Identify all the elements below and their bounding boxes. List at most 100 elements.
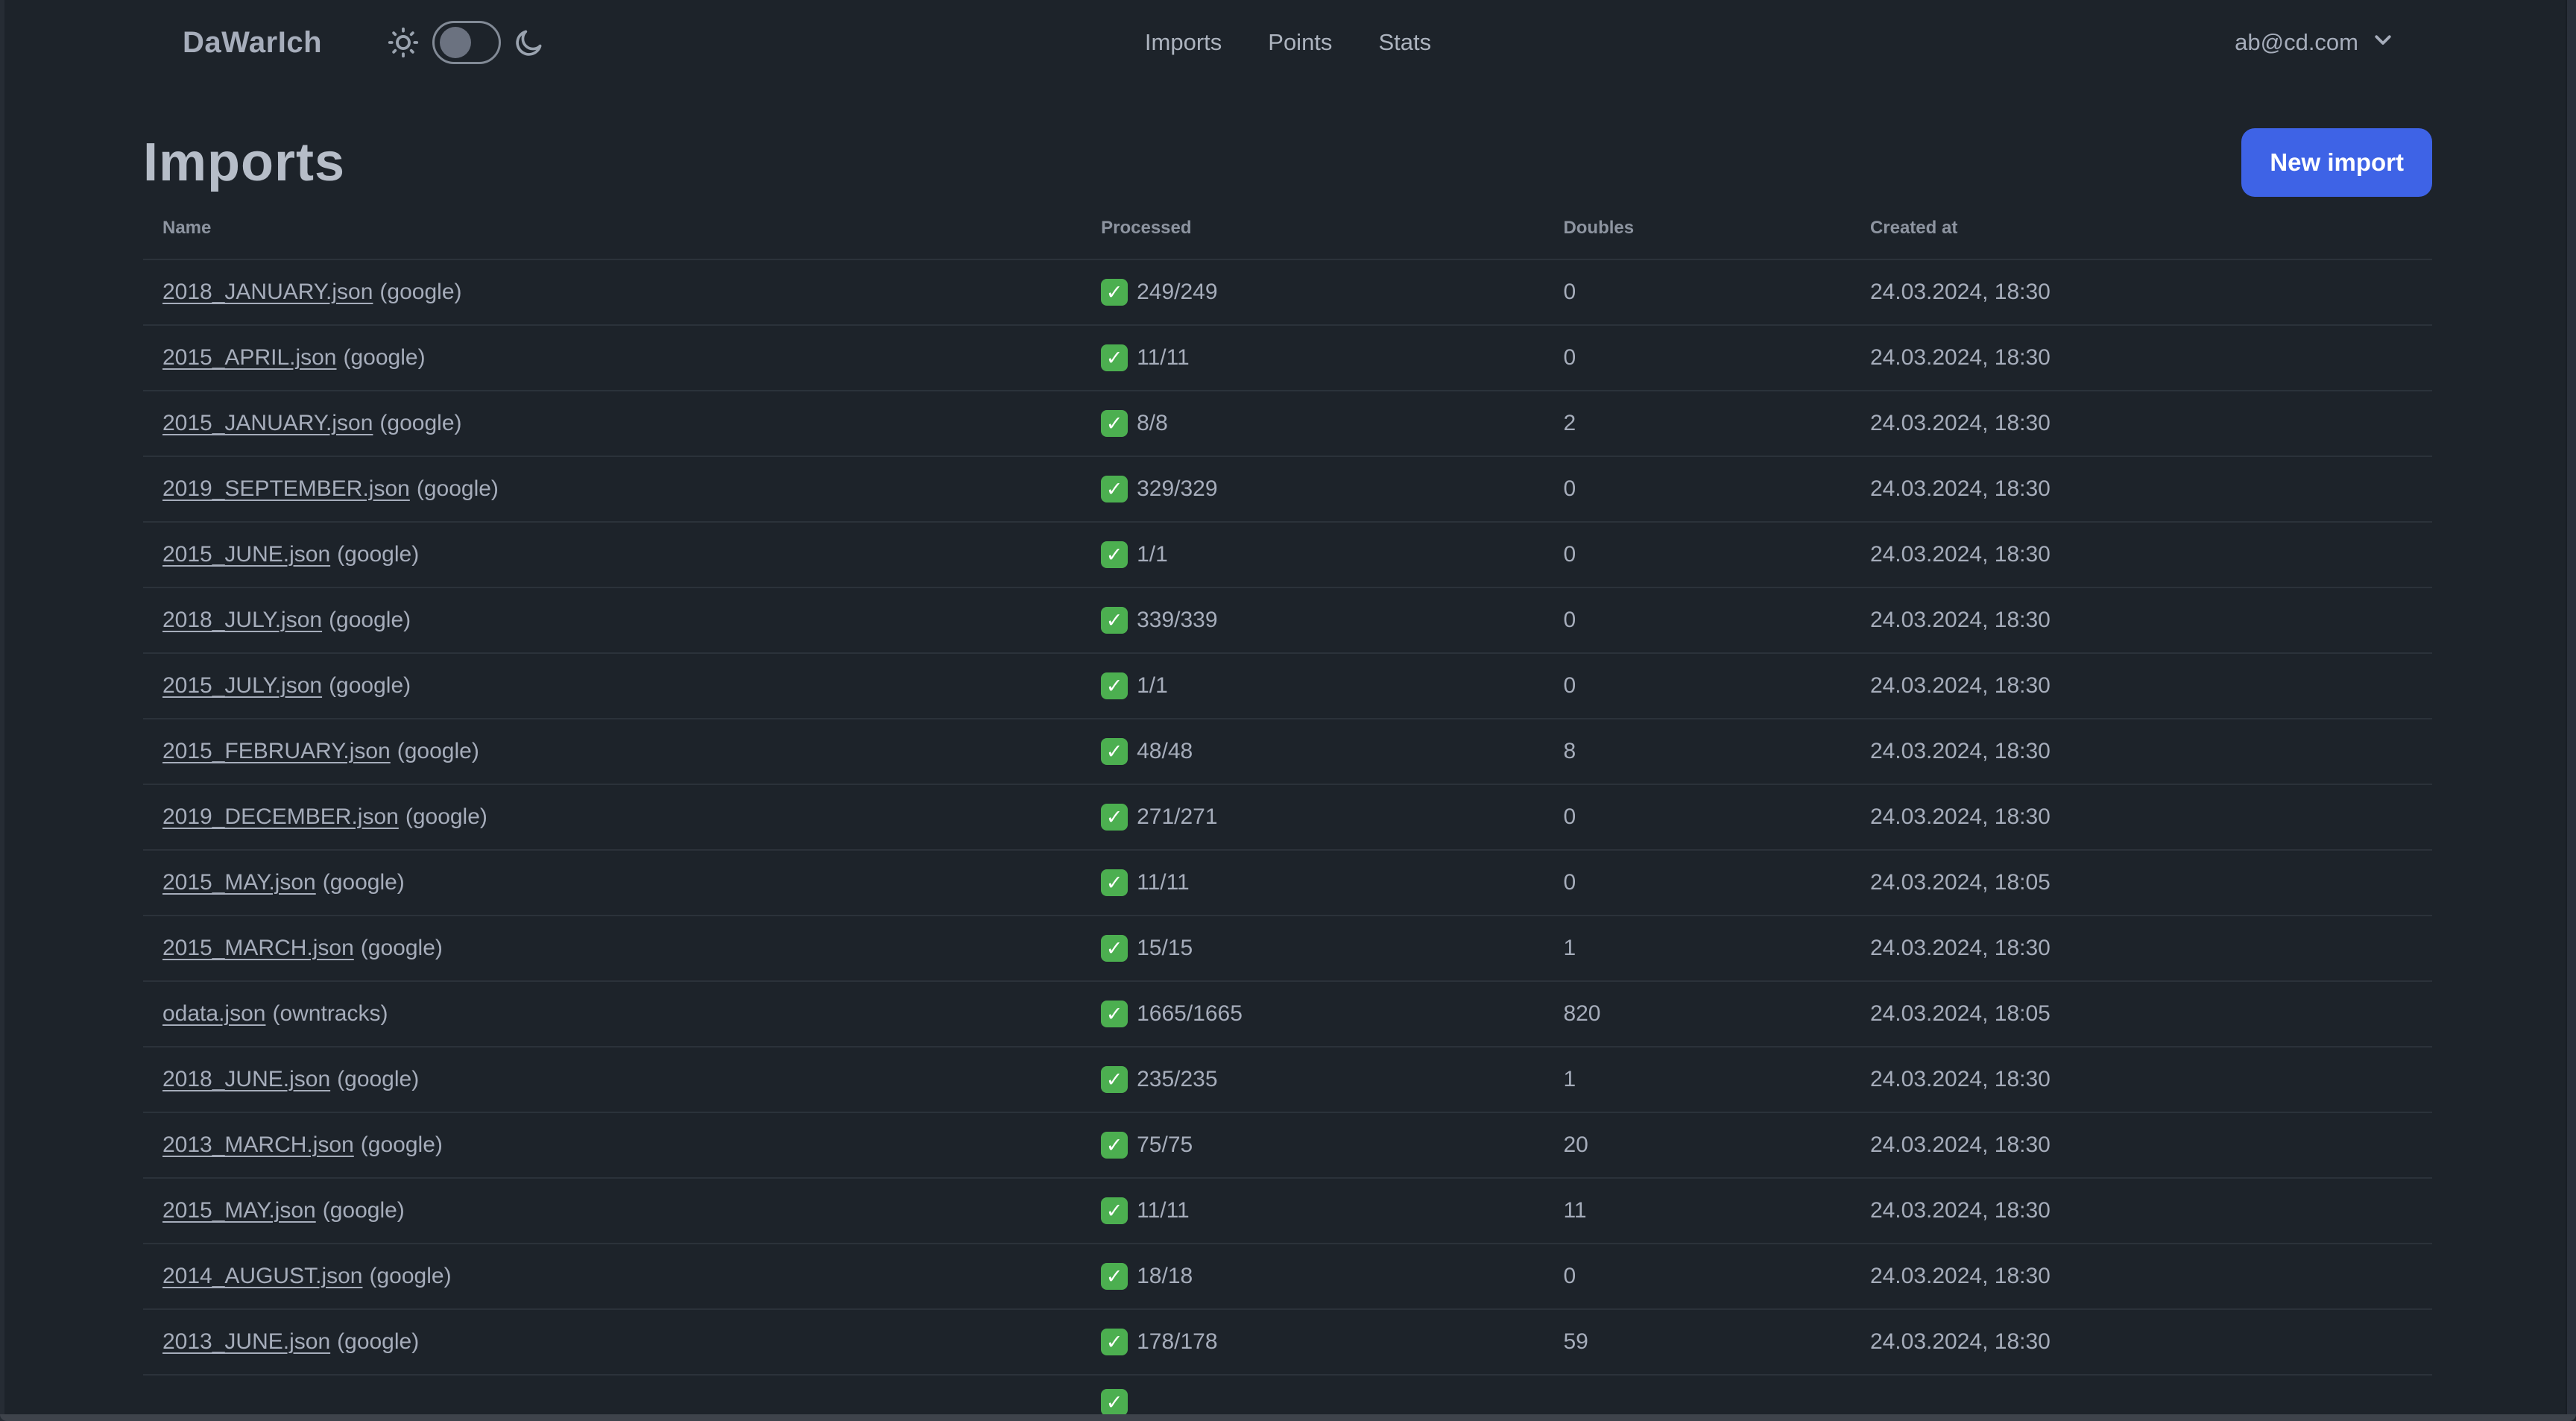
table-row: 2019_SEPTEMBER.json (google) ✓ 329/329 0 … [143,456,2432,522]
processed-count: 339/339 [1137,608,1218,632]
success-check-icon: ✓ [1101,279,1128,306]
import-file-link[interactable]: 2018_JANUARY.json [162,280,373,304]
processed-cell: ✓ [1082,1374,1544,1421]
import-name-cell: 2014_AUGUST.json (google) [143,1243,1082,1309]
import-source: (owntracks) [272,1001,388,1026]
import-file-link[interactable]: 2018_JUNE.json [162,1067,331,1091]
processed-count: 1665/1665 [1137,1001,1243,1026]
success-check-icon: ✓ [1101,1263,1128,1290]
created-at: 24.03.2024, 18:30 [1850,1308,2432,1375]
import-file-link[interactable]: 2019_DECEMBER.json [162,804,399,829]
nav-link-imports[interactable]: Imports [1144,29,1222,55]
import-file-link[interactable]: 2013_MARCH.json [162,1132,354,1157]
import-file-link[interactable]: 2019_SEPTEMBER.json [162,476,410,501]
doubles-count: 20 [1544,1112,1851,1178]
processed-cell: ✓ 11/11 [1082,849,1544,916]
imports-table: Name Processed Doubles Created at 2018_J… [143,198,2432,1421]
doubles-count: 8 [1544,718,1851,784]
success-check-icon: ✓ [1101,410,1128,437]
import-file-link[interactable]: 2018_JULY.json [162,608,323,632]
processed-cell: ✓ 271/271 [1082,784,1544,850]
table-row: 2018_JULY.json (google) ✓ 339/339 0 24.03… [143,587,2432,653]
created-at: 24.03.2024, 18:30 [1850,1112,2432,1178]
import-name-cell: 2019_SEPTEMBER.json (google) [143,456,1082,522]
processed-count: 271/271 [1137,804,1218,829]
success-check-icon: ✓ [1101,672,1128,699]
nav-link-stats[interactable]: Stats [1378,29,1432,55]
nav-links: Imports Points Stats [1145,29,1431,56]
page-header: Imports New import [143,127,2432,198]
processed-cell: ✓ 8/8 [1082,390,1544,456]
success-check-icon: ✓ [1101,1389,1128,1416]
import-file-link[interactable]: 2015_APRIL.json [162,345,337,370]
import-file-link[interactable]: 2015_FEBRUARY.json [162,739,391,763]
import-file-link[interactable]: 2015_JULY.json [162,673,323,698]
processed-cell: ✓ 75/75 [1082,1112,1544,1178]
new-import-button[interactable]: New import [2241,128,2432,197]
import-file-link[interactable]: 2014_AUGUST.json [162,1264,363,1288]
processed-cell: ✓ 15/15 [1082,915,1544,981]
created-at: 24.03.2024, 18:05 [1850,980,2432,1047]
scrollbar[interactable] [2566,0,2576,1415]
import-source: (google) [379,411,462,435]
import-source: (google) [369,1264,452,1288]
doubles-count: 1 [1544,915,1851,981]
table-row: 2018_JANUARY.json (google) ✓ 249/249 0 24… [143,259,2432,325]
import-file-link[interactable]: odata.json [162,1001,266,1026]
import-file-link[interactable]: 2013_JUNE.json [162,1329,331,1354]
table-row: 2015_MAY.json (google) ✓ 11/11 0 24.03.20… [143,849,2432,916]
processed-count: 249/249 [1137,280,1218,304]
import-source: (google) [329,673,411,698]
import-file-link[interactable]: 2015_JANUARY.json [162,411,373,435]
table-row: 2013_MARCH.json (google) ✓ 75/75 20 24.03… [143,1112,2432,1178]
created-at: 24.03.2024, 18:05 [1850,849,2432,916]
table-row: 2013_JUNE.json (google) ✓ 178/178 59 24.0… [143,1308,2432,1375]
created-at: 24.03.2024, 18:30 [1850,1243,2432,1309]
table-row: ✓ [143,1374,2432,1421]
success-check-icon: ✓ [1101,1066,1128,1093]
table-row: 2015_MAY.json (google) ✓ 11/11 11 24.03.2… [143,1177,2432,1244]
import-file-link[interactable]: 2015_MARCH.json [162,936,354,960]
theme-switch[interactable] [432,21,502,64]
import-file-link[interactable]: 2015_JUNE.json [162,542,331,567]
processed-cell: ✓ 18/18 [1082,1243,1544,1309]
doubles-count: 0 [1544,849,1851,916]
success-check-icon: ✓ [1101,869,1128,896]
processed-count: 235/235 [1137,1067,1218,1091]
processed-count: 1/1 [1137,673,1168,698]
processed-count: 11/11 [1137,345,1190,370]
import-source: (google) [322,870,405,895]
created-at: 24.03.2024, 18:30 [1850,521,2432,587]
created-at: 24.03.2024, 18:30 [1850,718,2432,784]
import-source: (google) [337,1329,420,1354]
import-file-link[interactable]: 2015_MAY.json [162,1198,316,1223]
doubles-count [1544,1374,1851,1421]
import-source: (google) [397,739,479,763]
processed-cell: ✓ 235/235 [1082,1046,1544,1112]
import-source: (google) [416,476,499,501]
table-row: odata.json (owntracks) ✓ 1665/1665 820 24… [143,980,2432,1047]
import-name-cell: 2015_FEBRUARY.json (google) [143,718,1082,784]
processed-cell: ✓ 178/178 [1082,1308,1544,1375]
created-at: 24.03.2024, 18:30 [1850,587,2432,653]
app-logo[interactable]: DaWarIch [183,25,323,59]
import-source: (google) [322,1198,405,1223]
processed-count: 329/329 [1137,476,1218,501]
doubles-count: 0 [1544,259,1851,325]
import-name-cell: 2018_JUNE.json (google) [143,1046,1082,1112]
processed-cell: ✓ 249/249 [1082,259,1544,325]
doubles-count: 0 [1544,456,1851,522]
doubles-count: 820 [1544,980,1851,1047]
processed-cell: ✓ 339/339 [1082,587,1544,653]
table-row: 2015_FEBRUARY.json (google) ✓ 48/48 8 24.… [143,718,2432,784]
doubles-count: 0 [1544,587,1851,653]
processed-cell: ✓ 11/11 [1082,324,1544,391]
user-menu[interactable]: ab@cd.com [2235,28,2394,57]
processed-count: 75/75 [1137,1132,1193,1157]
nav-link-points[interactable]: Points [1268,29,1333,55]
processed-count: 1/1 [1137,542,1168,567]
import-file-link[interactable]: 2015_MAY.json [162,870,316,895]
success-check-icon: ✓ [1101,804,1128,831]
import-source: (google) [337,542,420,567]
import-source: (google) [329,608,411,632]
